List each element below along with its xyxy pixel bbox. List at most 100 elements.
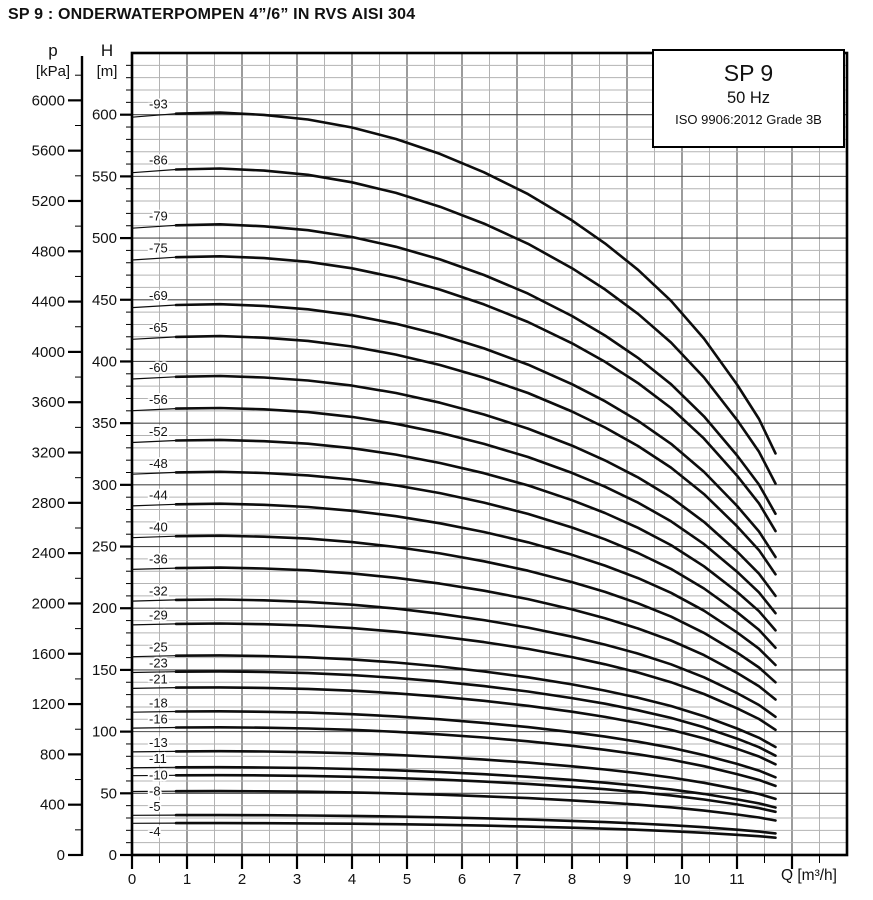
- curve-leader-sp9-25: [131, 655, 177, 658]
- flow-axis-label: Q [m³/h]: [781, 867, 837, 884]
- flow-tick-label: 5: [403, 871, 411, 888]
- curve-leader-sp9-21: [131, 687, 177, 689]
- curve-label-sp9-10: -10: [149, 768, 168, 783]
- page-title: SP 9 : ONDERWATERPOMPEN 4”/6” IN RVS AIS…: [8, 6, 416, 23]
- flow-tick-label: 1: [183, 871, 191, 888]
- pressure-tick-label: 400: [40, 797, 65, 814]
- curve-leader-sp9-40: [131, 535, 177, 539]
- curve-sp9-16: [174, 725, 777, 788]
- curve-leader-sp9-86: [131, 168, 177, 174]
- head-tick-label: 400: [92, 353, 117, 370]
- legend-standard: ISO 9906:2012 Grade 3B: [675, 112, 822, 127]
- curve-sp9-23: [174, 670, 777, 758]
- curve-label-sp9-93: -93: [149, 97, 168, 112]
- curve-leader-sp9-13: [131, 750, 177, 753]
- flow-tick-label: 2: [238, 871, 246, 888]
- curve-label-sp9-86: -86: [149, 153, 168, 168]
- curve-sp9-52: [174, 438, 777, 632]
- curve-sp9-44: [174, 502, 777, 667]
- curve-leader-sp9-56: [131, 408, 177, 412]
- curve-leader-sp9-69: [131, 304, 177, 309]
- curve-leader-sp9-93: [131, 113, 177, 118]
- curve-sp9-75: [174, 254, 777, 533]
- pressure-tick-label: 3600: [32, 394, 65, 411]
- flow-tick-label: 0: [128, 871, 136, 888]
- curve-sp9-4: [174, 821, 777, 840]
- legend-model: SP 9: [723, 60, 774, 86]
- curve-label-sp9-60: -60: [149, 360, 168, 375]
- pressure-tick-label: 5600: [32, 143, 65, 160]
- curve-label-sp9-79: -79: [149, 208, 168, 223]
- head-axis-symbol: H: [100, 41, 114, 60]
- curve-label-sp9-44: -44: [149, 488, 168, 503]
- pressure-tick-label: 4000: [32, 344, 65, 361]
- flow-tick-label: 8: [568, 871, 576, 888]
- head-tick-label: 550: [92, 168, 117, 185]
- curve-label-sp9-8: -8: [149, 784, 161, 799]
- curve-leader-sp9-44: [131, 503, 177, 507]
- curve-label-sp9-75: -75: [149, 240, 168, 255]
- pressure-tick-label: 2800: [32, 495, 65, 512]
- flow-tick-label: 4: [348, 871, 356, 888]
- curve-sp9-8: [174, 789, 777, 822]
- curve-leader-sp9-48: [131, 471, 177, 475]
- head-tick-label: 50: [100, 785, 117, 802]
- curve-sp9-93: [174, 111, 777, 455]
- flow-tick-label: 9: [623, 871, 631, 888]
- flow-tick-label: 6: [458, 871, 466, 888]
- head-tick-label: 200: [92, 600, 117, 617]
- curve-leader-sp9-16: [131, 726, 177, 729]
- curve-label-sp9-29: -29: [149, 608, 168, 623]
- curve-label-sp9-4: -4: [149, 824, 161, 839]
- curve-label-sp9-21: -21: [149, 671, 168, 686]
- curve-sp9-36: [174, 566, 777, 701]
- curve-leader-sp9-65: [131, 336, 177, 340]
- curve-sp9-60: [174, 374, 777, 598]
- legend-box: SP 9 50 Hz ISO 9906:2012 Grade 3B: [652, 49, 845, 148]
- curve-label-sp9-32: -32: [149, 584, 168, 599]
- curve-sp9-29: [174, 622, 777, 732]
- curve-label-sp9-56: -56: [149, 392, 168, 407]
- pressure-axis-unit: [kPa]: [35, 63, 71, 80]
- curve-sp9-86: [174, 167, 777, 485]
- curve-leader-sp9-32: [131, 599, 177, 602]
- flow-tick-label: 3: [293, 871, 301, 888]
- head-tick-label: 500: [92, 230, 117, 247]
- curve-label-sp9-23: -23: [149, 655, 168, 670]
- pressure-tick-label: 6000: [32, 92, 65, 109]
- curve-label-sp9-11: -11: [149, 751, 167, 766]
- curve-sp9-11: [174, 765, 777, 809]
- legend-frequency: 50 Hz: [726, 89, 771, 107]
- head-tick-label: 0: [109, 847, 117, 864]
- curve-sp9-10: [174, 773, 777, 814]
- pressure-tick-label: 800: [40, 746, 65, 763]
- curve-sp9-56: [174, 406, 777, 615]
- pressure-tick-label: 1600: [32, 646, 65, 663]
- curve-label-sp9-25: -25: [149, 639, 168, 654]
- curve-label-sp9-65: -65: [149, 320, 168, 335]
- flow-tick-label: 10: [674, 871, 691, 888]
- curve-sp9-40: [174, 534, 777, 684]
- curve-sp9-48: [174, 470, 777, 650]
- curve-label-sp9-48: -48: [149, 456, 168, 471]
- curve-label-sp9-13: -13: [149, 735, 168, 750]
- curve-leader-sp9-60: [131, 376, 177, 380]
- curve-leader-sp9-36: [131, 567, 177, 570]
- curve-leader-sp9-75: [131, 256, 177, 261]
- pressure-tick-label: 3200: [32, 445, 65, 462]
- head-tick-label: 100: [92, 724, 117, 741]
- curve-leader-sp9-29: [131, 623, 177, 626]
- curve-sp9-69: [174, 302, 777, 559]
- curve-sp9-21: [174, 686, 777, 766]
- head-axis-header: H [m]: [76, 40, 138, 82]
- head-tick-label: 450: [92, 292, 117, 309]
- pressure-axis-symbol: p: [48, 41, 58, 60]
- curve-leader-sp9-52: [131, 439, 177, 444]
- curve-leader-sp9-23: [131, 671, 177, 674]
- curve-sp9-13: [174, 749, 777, 801]
- pressure-tick-label: 1200: [32, 696, 65, 713]
- pressure-tick-label: 4400: [32, 294, 65, 311]
- curve-label-sp9-18: -18: [149, 695, 168, 710]
